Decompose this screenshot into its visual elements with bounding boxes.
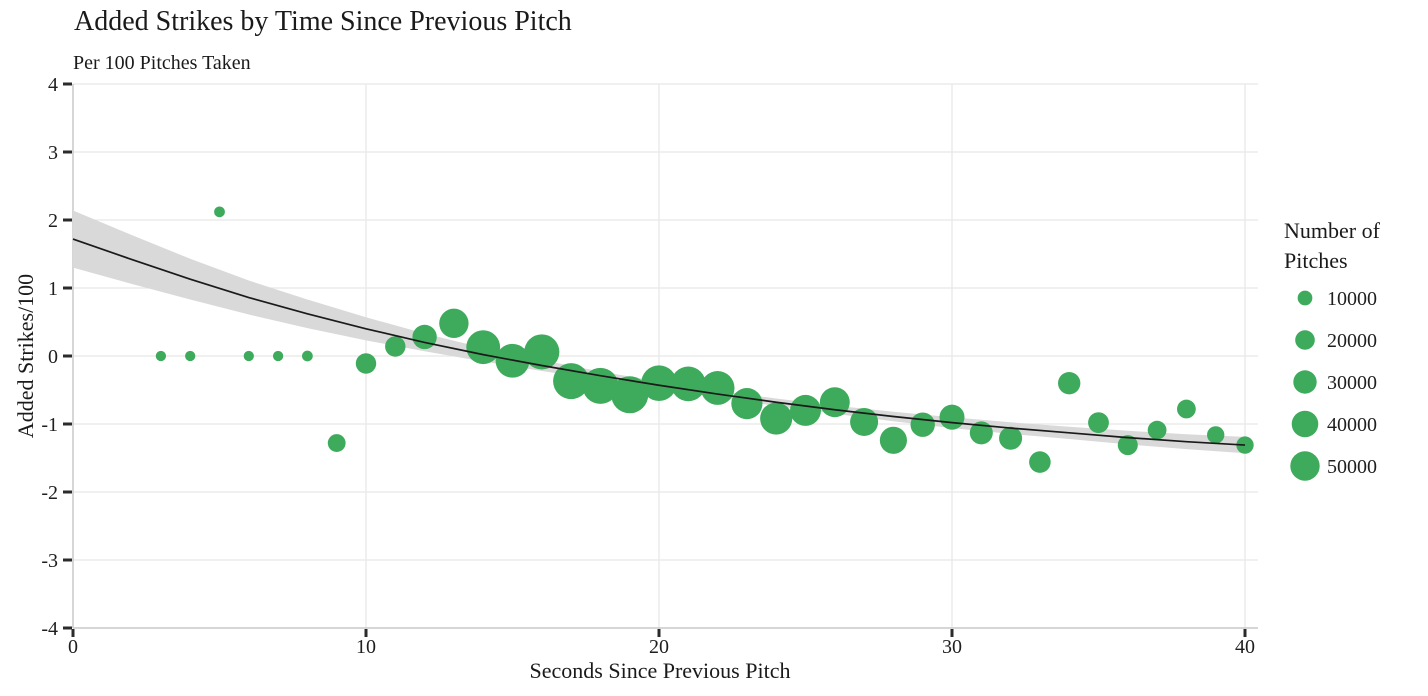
data-point — [385, 336, 406, 357]
trend-line — [72, 238, 1246, 446]
data-point — [214, 206, 225, 218]
legend-label: 40000 — [1327, 414, 1377, 436]
legend-bubble — [1290, 451, 1320, 481]
data-point — [1147, 420, 1167, 440]
data-point — [910, 412, 935, 437]
data-point — [243, 350, 254, 362]
y-tick-label: -2 — [41, 482, 58, 504]
x-tick-label: 0 — [68, 636, 78, 658]
y-tick-label: -1 — [41, 414, 58, 436]
legend-label: 50000 — [1327, 456, 1377, 478]
x-axis-title: Seconds Since Previous Pitch — [529, 658, 791, 683]
legend-label: 30000 — [1327, 372, 1377, 394]
legend-label: 10000 — [1327, 288, 1377, 310]
legend-bubble — [1295, 330, 1315, 350]
x-tick-label: 40 — [1235, 636, 1255, 658]
x-tick-label: 30 — [942, 636, 962, 658]
data-point — [1117, 435, 1138, 456]
y-tick-label: 1 — [48, 278, 58, 300]
legend-bubble — [1297, 290, 1313, 306]
data-point — [1207, 426, 1225, 444]
data-point — [1029, 451, 1051, 473]
data-point — [412, 324, 437, 350]
x-tick-label: 10 — [356, 636, 376, 658]
legend-title: Number of Pitches — [1284, 216, 1380, 276]
data-point — [1058, 372, 1081, 395]
chart-subtitle: Per 100 Pitches Taken — [73, 52, 251, 74]
data-point — [355, 353, 377, 374]
y-tick-label: 0 — [48, 346, 58, 368]
data-point — [272, 350, 284, 362]
legend-label: 20000 — [1327, 330, 1377, 352]
legend-bubble — [1291, 410, 1319, 438]
y-tick-label: -3 — [41, 550, 58, 572]
data-point — [155, 350, 167, 362]
chart-title: Added Strikes by Time Since Previous Pit… — [74, 6, 572, 37]
data-point — [999, 426, 1023, 450]
data-point — [439, 308, 469, 339]
x-tick-label: 20 — [649, 636, 669, 658]
y-tick-label: 2 — [48, 210, 58, 232]
data-point — [611, 376, 649, 414]
data-point — [879, 426, 907, 454]
y-axis-title: Added Strikes/100 — [13, 273, 38, 439]
data-point — [850, 407, 879, 436]
data-point — [731, 388, 763, 420]
data-point — [700, 371, 735, 405]
data-point — [760, 402, 793, 435]
data-point — [969, 421, 993, 445]
data-point — [670, 366, 706, 402]
legend-title-line2: Pitches — [1284, 248, 1348, 273]
data-point — [466, 330, 501, 365]
legend-title-line1: Number of — [1284, 218, 1380, 243]
data-point — [939, 404, 965, 430]
data-point — [524, 334, 560, 370]
y-tick-label: -4 — [41, 618, 58, 640]
legend-bubble — [1293, 370, 1317, 394]
data-point — [819, 387, 850, 418]
data-point — [1177, 399, 1196, 419]
data-point — [327, 434, 346, 452]
data-point — [302, 350, 313, 362]
data-point — [641, 365, 677, 401]
data-point — [790, 394, 821, 426]
data-point — [185, 350, 196, 362]
y-tick-label: 4 — [48, 74, 58, 96]
data-point — [1088, 412, 1109, 434]
y-tick-label: 3 — [48, 142, 58, 164]
